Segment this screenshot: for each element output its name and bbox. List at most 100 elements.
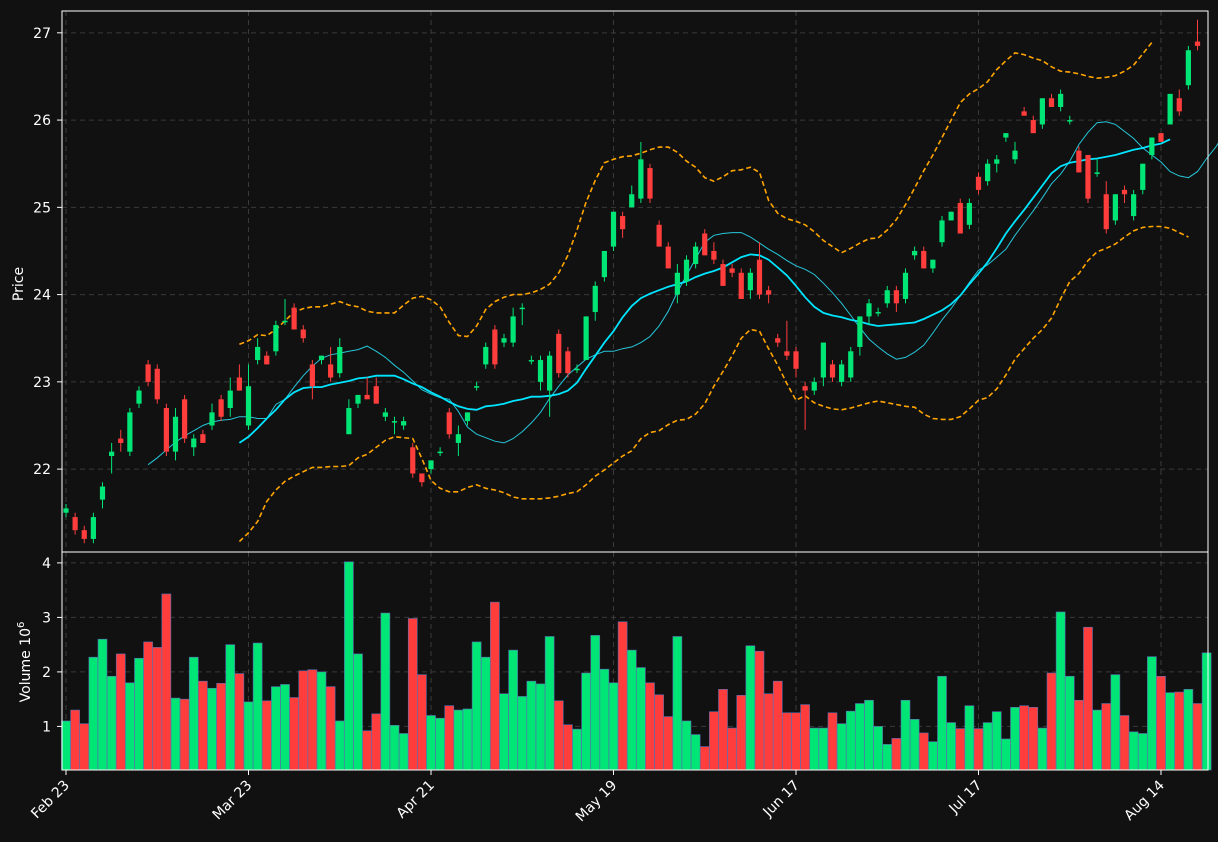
volume-bar bbox=[207, 687, 217, 771]
candle-up bbox=[1167, 93, 1173, 125]
volume-bar bbox=[909, 719, 920, 771]
candle-body bbox=[1167, 93, 1173, 125]
volume-y-axis: 1 2 3 4 bbox=[42, 556, 62, 735]
candle-up bbox=[172, 408, 179, 461]
candle-body bbox=[109, 451, 115, 457]
candle-down bbox=[793, 346, 799, 378]
candle-up bbox=[592, 281, 598, 321]
candle-up bbox=[930, 259, 936, 273]
candle-body bbox=[994, 159, 1000, 164]
candle-body bbox=[382, 412, 388, 417]
volume-bar bbox=[946, 722, 956, 771]
candle-body bbox=[99, 486, 106, 500]
candle-body bbox=[464, 412, 471, 422]
candle-up bbox=[282, 298, 288, 326]
candle-body bbox=[1094, 172, 1100, 174]
price-y-tick-label: 24 bbox=[33, 288, 51, 304]
candle-down bbox=[766, 285, 772, 304]
candle-body bbox=[236, 377, 242, 391]
candle-body bbox=[766, 290, 772, 295]
price-y-tick-label: 26 bbox=[33, 113, 51, 129]
candle-body bbox=[647, 168, 653, 199]
candle-body bbox=[528, 360, 534, 362]
candle-down bbox=[784, 320, 790, 361]
candle-up bbox=[839, 360, 845, 387]
volume-bar bbox=[1137, 733, 1148, 771]
candle-up bbox=[483, 342, 489, 369]
volume-bar bbox=[353, 653, 363, 771]
candle-up bbox=[994, 154, 1000, 173]
volume-bar bbox=[681, 720, 692, 771]
candle-down bbox=[446, 408, 452, 439]
volume-bar bbox=[581, 672, 591, 771]
candle-body bbox=[848, 351, 854, 378]
candle-down bbox=[236, 364, 242, 391]
price-y-tick-label: 22 bbox=[33, 462, 51, 478]
candle-up bbox=[601, 250, 607, 282]
volume-bar bbox=[225, 644, 236, 771]
candle-down bbox=[410, 442, 416, 478]
candle-body bbox=[738, 272, 744, 299]
candle-down bbox=[373, 377, 379, 404]
volume-bar bbox=[517, 696, 528, 771]
volume-bar bbox=[617, 621, 628, 771]
candle-down bbox=[738, 268, 744, 299]
volume-bar bbox=[1101, 703, 1112, 771]
candle-down bbox=[702, 229, 708, 256]
candle-up bbox=[537, 355, 544, 391]
volume-bar bbox=[800, 704, 810, 771]
volume-bar bbox=[763, 693, 774, 771]
candle-body bbox=[492, 329, 498, 365]
candle-down bbox=[729, 264, 735, 278]
candle-up bbox=[1012, 141, 1018, 164]
volume-y-tick-label: 4 bbox=[42, 556, 51, 572]
candle-body bbox=[1067, 120, 1073, 122]
volume-bar bbox=[1083, 626, 1093, 771]
candle-body bbox=[328, 364, 334, 378]
volume-bar bbox=[380, 612, 391, 771]
volume-bar bbox=[1028, 707, 1039, 771]
price-y-tick-label: 25 bbox=[33, 200, 51, 216]
volume-bar bbox=[900, 699, 911, 771]
candle-body bbox=[683, 259, 690, 282]
candle-body bbox=[1140, 163, 1146, 190]
candle-body bbox=[610, 211, 617, 247]
candle-body bbox=[629, 194, 635, 208]
candle-up bbox=[501, 333, 507, 347]
volume-bar bbox=[1183, 689, 1194, 771]
volume-bar bbox=[243, 701, 254, 771]
candle-up bbox=[547, 351, 553, 417]
volume-bar bbox=[1119, 715, 1130, 771]
candle-body bbox=[583, 316, 589, 361]
candle-body bbox=[118, 438, 124, 443]
candle-body bbox=[1012, 150, 1018, 160]
candle-body bbox=[1176, 98, 1182, 112]
candle-up bbox=[1131, 189, 1137, 221]
candle-body bbox=[1076, 150, 1082, 173]
candle-body bbox=[428, 460, 434, 470]
volume-bar bbox=[1037, 727, 1048, 771]
volume-bar bbox=[572, 728, 582, 771]
volume-bar bbox=[1046, 672, 1057, 771]
volume-bar bbox=[252, 642, 263, 771]
candle-body bbox=[391, 421, 398, 423]
candle-down bbox=[118, 429, 124, 452]
candle-body bbox=[291, 307, 297, 330]
candle-up bbox=[683, 255, 690, 286]
candle-body bbox=[729, 268, 735, 273]
candle-body bbox=[1058, 93, 1064, 107]
candle-body bbox=[1185, 50, 1191, 86]
volume-bar bbox=[964, 705, 975, 771]
candle-up bbox=[474, 381, 480, 391]
candle-body bbox=[930, 259, 936, 269]
candle-up bbox=[109, 442, 115, 474]
volume-bar bbox=[599, 668, 610, 771]
volume-bar bbox=[179, 698, 190, 771]
candle-up bbox=[63, 504, 69, 518]
candle-up bbox=[811, 377, 817, 395]
candle-up bbox=[1140, 163, 1146, 195]
price-axis-label: Price bbox=[11, 267, 27, 301]
volume-bar bbox=[772, 680, 783, 771]
candle-body bbox=[1030, 120, 1036, 134]
candle-up bbox=[848, 346, 854, 382]
